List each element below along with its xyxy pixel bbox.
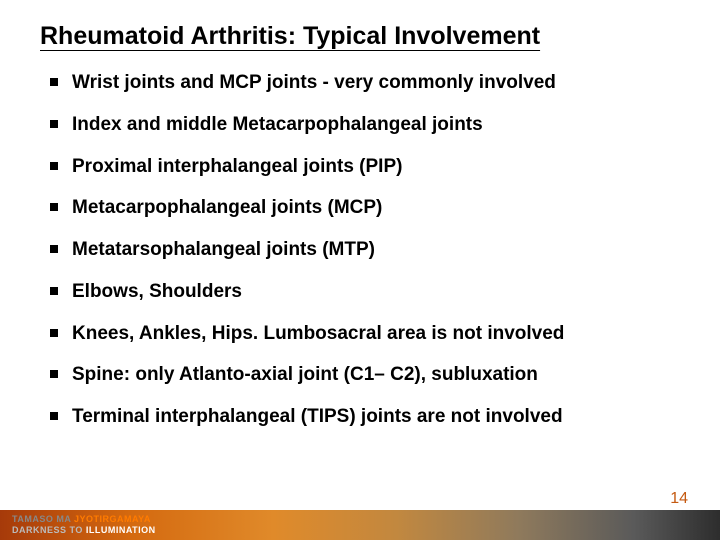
footer-line-1: TAMASO MA JYOTIRGAMAYA: [12, 515, 156, 524]
footer-bar: TAMASO MA JYOTIRGAMAYA DARKNESS TO ILLUM…: [0, 510, 720, 540]
bullet-item: Index and middle Metacarpophalangeal joi…: [50, 113, 680, 137]
footer-line2-b: ILLUMINATION: [86, 525, 156, 535]
bullet-item: Wrist joints and MCP joints - very commo…: [50, 71, 680, 95]
footer-line-2: DARKNESS TO ILLUMINATION: [12, 526, 156, 535]
footer-line2-a: DARKNESS TO: [12, 525, 86, 535]
bullet-item: Elbows, Shoulders: [50, 280, 680, 304]
bullet-item: Proximal interphalangeal joints (PIP): [50, 155, 680, 179]
bullet-item: Knees, Ankles, Hips. Lumbosacral area is…: [50, 322, 680, 346]
bullet-list: Wrist joints and MCP joints - very commo…: [40, 71, 680, 429]
bullet-item: Metacarpophalangeal joints (MCP): [50, 196, 680, 220]
footer-line1-b: JYOTIRGAMAYA: [74, 514, 151, 524]
bullet-item: Spine: only Atlanto-axial joint (C1– C2)…: [50, 363, 680, 387]
slide-title: Rheumatoid Arthritis: Typical Involvemen…: [40, 22, 680, 51]
bullet-item: Terminal interphalangeal (TIPS) joints a…: [50, 405, 680, 429]
bullet-item: Metatarsophalangeal joints (MTP): [50, 238, 680, 262]
footer-line1-a: TAMASO MA: [12, 514, 74, 524]
slide: Rheumatoid Arthritis: Typical Involvemen…: [0, 0, 720, 540]
page-number: 14: [670, 490, 688, 508]
footer-text: TAMASO MA JYOTIRGAMAYA DARKNESS TO ILLUM…: [12, 515, 156, 535]
